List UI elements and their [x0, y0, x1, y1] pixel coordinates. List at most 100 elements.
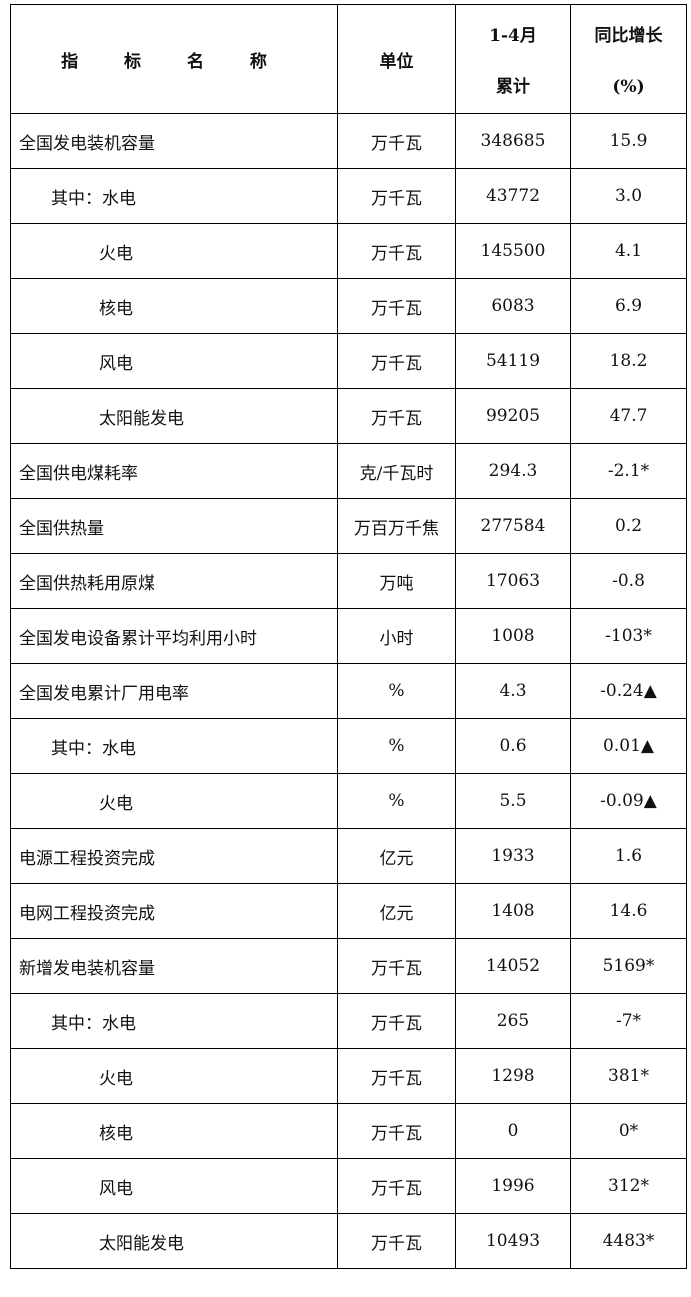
table-row: 其中：水电% 0.6 0.01▲: [10, 718, 687, 774]
indicator-name: 全国供电煤耗率: [10, 443, 338, 499]
indicator-name: 风电: [10, 1158, 338, 1214]
indicator-name: 其中：水电: [10, 993, 338, 1049]
growth-value: 18.2: [570, 333, 687, 389]
unit-cell: 万千瓦: [337, 113, 456, 169]
unit-cell: 万千瓦: [337, 1158, 456, 1214]
cumulative-value: 0.6: [455, 718, 571, 774]
growth-value: 381*: [570, 1048, 687, 1104]
growth-value: 0.2: [570, 498, 687, 554]
table-row: 全国发电累计厂用电率% 4.3 -0.24▲: [10, 663, 687, 719]
header-growth: 同比增长 (%): [570, 4, 687, 114]
unit-cell: 亿元: [337, 828, 456, 884]
indicator-name: 火电: [10, 223, 338, 279]
growth-value: 1.6: [570, 828, 687, 884]
unit-cell: 万千瓦: [337, 278, 456, 334]
table-row: 火电 万千瓦 1298 381*: [10, 1048, 687, 1104]
indicator-name: 电源工程投资完成: [10, 828, 338, 884]
cumulative-value: 1933: [455, 828, 571, 884]
cumulative-value: 0: [455, 1103, 571, 1159]
unit-cell: %: [337, 718, 456, 774]
cumulative-value: 1298: [455, 1048, 571, 1104]
growth-value: 15.9: [570, 113, 687, 169]
header-row: 指 标 名 称 单位 1-4月 累计 同比增长 (%): [10, 4, 687, 114]
growth-value: -0.09▲: [570, 773, 687, 829]
indicator-name: 风电: [10, 333, 338, 389]
indicator-name: 全国发电设备累计平均利用小时: [10, 608, 338, 664]
table-row: 火电% 5.5 -0.09▲: [10, 773, 687, 829]
cumulative-value: 1008: [455, 608, 571, 664]
growth-value: 14.6: [570, 883, 687, 939]
cumulative-value: 10493: [455, 1213, 571, 1269]
cumulative-value: 14052: [455, 938, 571, 994]
header-cumulative-line1: 1-4月: [489, 26, 537, 46]
unit-cell: %: [337, 663, 456, 719]
unit-cell: %: [337, 773, 456, 829]
unit-cell: 亿元: [337, 883, 456, 939]
cumulative-value: 294.3: [455, 443, 571, 499]
table-row: 风电 万千瓦 1996 312*: [10, 1158, 687, 1214]
growth-value: 0.01▲: [570, 718, 687, 774]
indicator-name: 全国发电装机容量: [10, 113, 338, 169]
table-row: 风电 万千瓦 54119 18.2: [10, 333, 687, 389]
header-cumulative-line2: 累计: [496, 77, 530, 97]
unit-cell: 万千瓦: [337, 1103, 456, 1159]
unit-cell: 小时: [337, 608, 456, 664]
table-row: 太阳能发电 万千瓦 10493 4483*: [10, 1213, 687, 1269]
header-growth-line1: 同比增长: [594, 26, 663, 46]
table-row: 全国供电煤耗率 克/千瓦时 294.3 -2.1*: [10, 443, 687, 499]
cumulative-value: 265: [455, 993, 571, 1049]
indicator-name: 太阳能发电: [10, 1213, 338, 1269]
indicator-name: 全国发电累计厂用电率: [10, 663, 338, 719]
indicator-name: 其中：水电: [10, 718, 338, 774]
table-row: 新增发电装机容量 万千瓦 14052 5169*: [10, 938, 687, 994]
indicator-name: 新增发电装机容量: [10, 938, 338, 994]
table-row: 全国发电设备累计平均利用小时 小时 1008 -103*: [10, 608, 687, 664]
cumulative-value: 17063: [455, 553, 571, 609]
growth-value: -0.8: [570, 553, 687, 609]
table-row: 全国发电装机容量 万千瓦 348685 15.9: [10, 113, 687, 169]
growth-value: -0.24▲: [570, 663, 687, 719]
unit-cell: 万千瓦: [337, 388, 456, 444]
cumulative-value: 99205: [455, 388, 571, 444]
table-row: 核电 万千瓦 6083 6.9: [10, 278, 687, 334]
header-growth-line2: (%): [612, 77, 645, 97]
unit-cell: 万千瓦: [337, 1048, 456, 1104]
table-row: 电源工程投资完成 亿元 1933 1.6: [10, 828, 687, 884]
unit-cell: 万千瓦: [337, 938, 456, 994]
statistics-table: 指 标 名 称 单位 1-4月 累计 同比增长 (%) 全国发电装机容量 万千瓦 3…: [10, 4, 687, 1269]
unit-cell: 万千瓦: [337, 1213, 456, 1269]
unit-cell: 万百万千焦: [337, 498, 456, 554]
header-cumulative: 1-4月 累计: [455, 4, 571, 114]
indicator-name: 电网工程投资完成: [10, 883, 338, 939]
unit-cell: 克/千瓦时: [337, 443, 456, 499]
cumulative-value: 1408: [455, 883, 571, 939]
cumulative-value: 54119: [455, 333, 571, 389]
unit-cell: 万千瓦: [337, 333, 456, 389]
unit-cell: 万吨: [337, 553, 456, 609]
table-row: 核电 万千瓦 0 0*: [10, 1103, 687, 1159]
table-row: 火电 万千瓦 145500 4.1: [10, 223, 687, 279]
indicator-name: 太阳能发电: [10, 388, 338, 444]
cumulative-value: 6083: [455, 278, 571, 334]
cumulative-value: 5.5: [455, 773, 571, 829]
table-row: 太阳能发电 万千瓦 99205 47.7: [10, 388, 687, 444]
indicator-name: 核电: [10, 1103, 338, 1159]
growth-value: -7*: [570, 993, 687, 1049]
indicator-name: 火电: [10, 1048, 338, 1104]
indicator-name: 核电: [10, 278, 338, 334]
header-name: 指 标 名 称: [10, 4, 338, 114]
cumulative-value: 43772: [455, 168, 571, 224]
cumulative-value: 1996: [455, 1158, 571, 1214]
unit-cell: 万千瓦: [337, 223, 456, 279]
unit-cell: 万千瓦: [337, 993, 456, 1049]
growth-value: -2.1*: [570, 443, 687, 499]
indicator-name: 火电: [10, 773, 338, 829]
growth-value: 5169*: [570, 938, 687, 994]
growth-value: 47.7: [570, 388, 687, 444]
growth-value: -103*: [570, 608, 687, 664]
table-row: 其中：水电 万千瓦 43772 3.0: [10, 168, 687, 224]
growth-value: 4483*: [570, 1213, 687, 1269]
growth-value: 6.9: [570, 278, 687, 334]
table-row: 电网工程投资完成 亿元 1408 14.6: [10, 883, 687, 939]
header-unit: 单位: [337, 4, 456, 114]
